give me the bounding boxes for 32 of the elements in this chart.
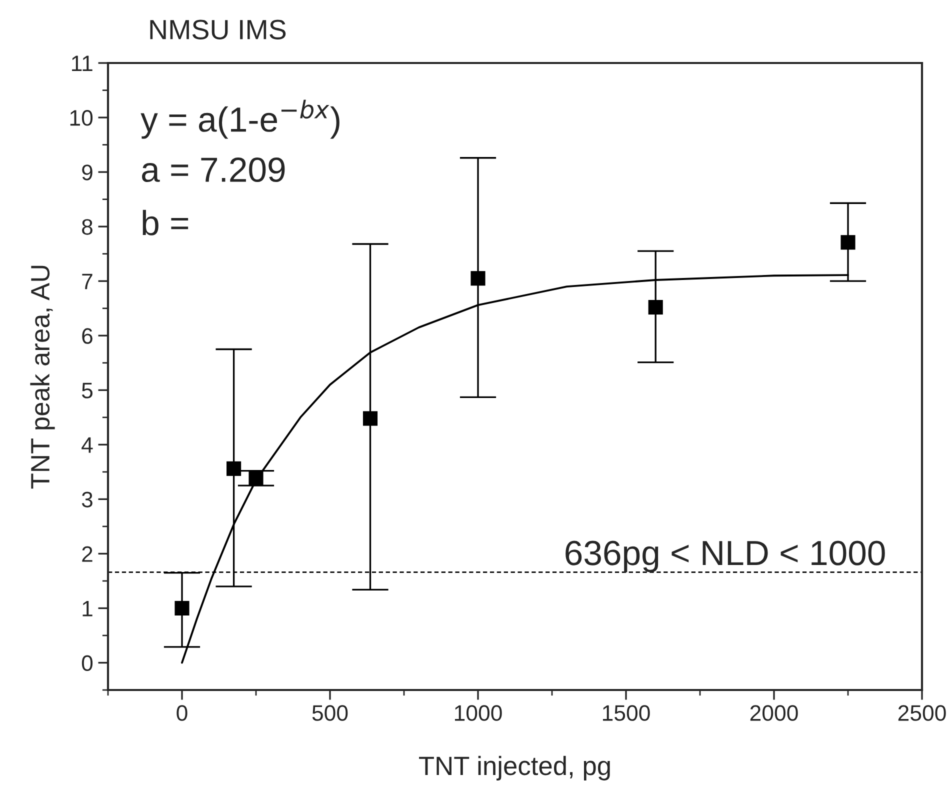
x-tick-label: 500 — [312, 705, 348, 721]
chart-title: NMSU IMS — [150, 20, 286, 40]
annotation: a = 7.209 — [142, 157, 285, 182]
y-tick-label: 0 — [82, 655, 93, 672]
x-axis-title: TNT injected, pg — [419, 756, 610, 780]
x-tick-label: 1000 — [454, 705, 502, 721]
y-tick-label: 8 — [82, 219, 92, 235]
point — [648, 300, 663, 315]
y-tick-label: 6 — [82, 328, 92, 344]
annotation: b = — [142, 210, 188, 236]
point — [248, 471, 264, 486]
point — [174, 600, 190, 616]
point — [470, 271, 486, 286]
annotation: y = a(1-e$^{−bx}$) — [140, 100, 340, 139]
y-tick-label: 4 — [82, 437, 93, 453]
x-tick-label: 0 — [176, 705, 188, 721]
ref-line-label: 636pg < NLD < 1000 — [566, 540, 885, 572]
x-tick-label: 2000 — [750, 705, 798, 721]
x-tick-label: 1500 — [602, 705, 650, 721]
y-tick-label: 11 — [72, 56, 92, 72]
y-tick-label: 10 — [70, 110, 93, 126]
x-tick-label: 2500 — [898, 705, 946, 721]
y-tick-label: 5 — [82, 382, 92, 398]
y-tick-label: 2 — [82, 546, 92, 562]
y-tick-label: 9 — [82, 164, 92, 180]
point — [840, 235, 856, 250]
point — [362, 411, 378, 426]
point — [226, 461, 242, 476]
y-tick-label: 7 — [82, 274, 92, 290]
y-axis-title: TNT peak area, AU — [30, 266, 55, 489]
y-tick-label: 3 — [82, 492, 92, 508]
y-tick-label: 1 — [82, 600, 92, 616]
